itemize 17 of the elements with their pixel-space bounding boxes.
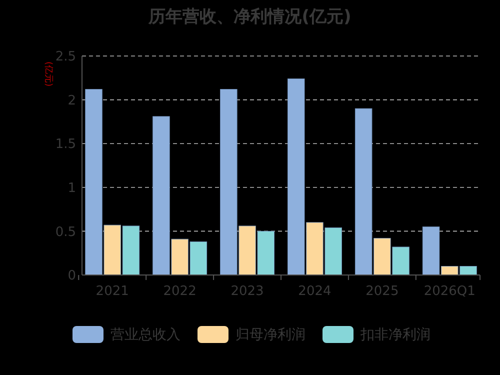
x-tick-label: 2026Q1 xyxy=(424,284,476,299)
x-tick-label: 2024 xyxy=(298,284,332,299)
y-axis-title: (亿元) xyxy=(43,61,54,87)
x-tick-label: 2023 xyxy=(230,284,264,299)
legend-label: 归母净利润 xyxy=(236,326,306,343)
x-tick-label: 2025 xyxy=(366,284,399,299)
y-tick-label: 0.5 xyxy=(55,224,76,240)
legend-label: 营业总收入 xyxy=(110,326,180,343)
x-tick-label: 2021 xyxy=(96,284,129,299)
y-tick-label: 1.5 xyxy=(55,137,76,152)
chart-title: 历年营收、净利情况(亿元) xyxy=(148,7,352,27)
x-tick-label: 2022 xyxy=(163,284,196,299)
y-tick-label: 2.5 xyxy=(55,50,76,65)
y-tick-label: 1 xyxy=(68,180,76,196)
legend-label: 扣非净利润 xyxy=(360,326,430,343)
y-tick-label: 0 xyxy=(68,268,76,284)
y-tick-label: 2 xyxy=(68,93,76,108)
